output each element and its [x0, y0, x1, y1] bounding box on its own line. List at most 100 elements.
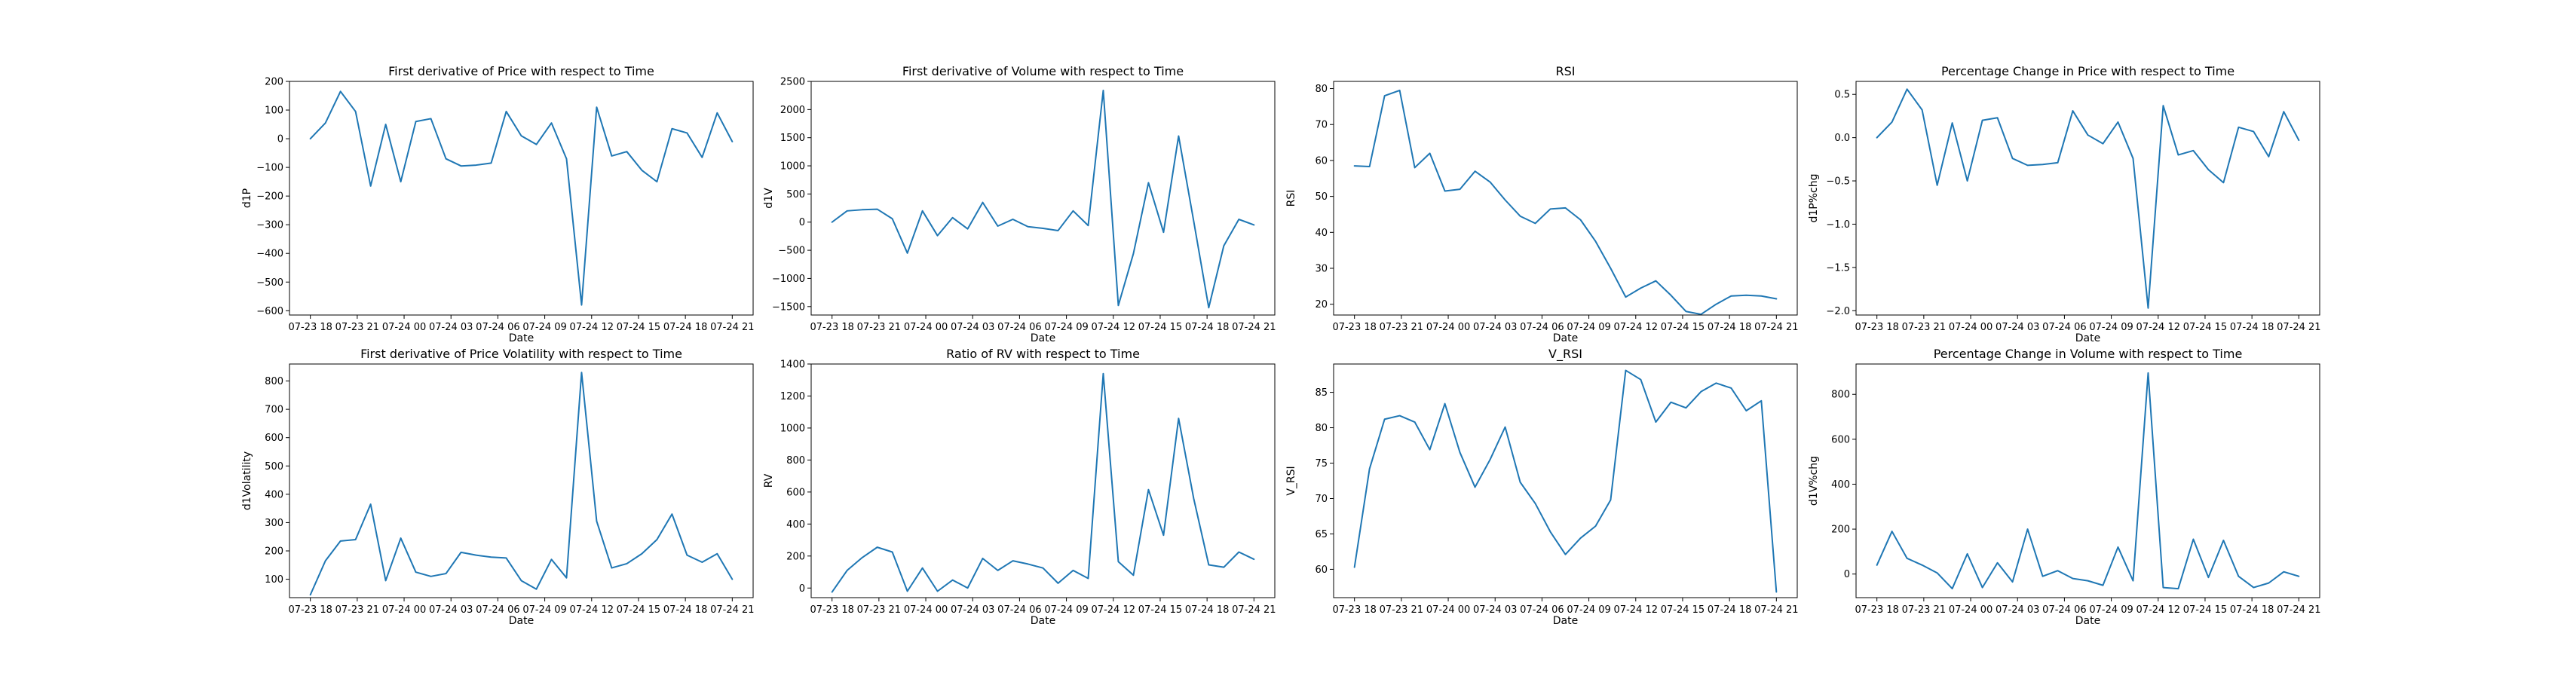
x-tick-label: 07-23 18: [1855, 604, 1898, 616]
plot-area: [1856, 81, 2320, 315]
data-point: [1760, 399, 1763, 402]
data-point: [475, 554, 478, 557]
data-point: [1042, 227, 1045, 230]
x-tick-label: 07-24 09: [522, 604, 566, 616]
x-tick-label: 07-24 18: [1708, 604, 1751, 616]
data-point: [640, 552, 643, 555]
data-point: [1951, 121, 1954, 124]
y-axis-label: RSI: [1285, 190, 1297, 207]
data-point: [565, 158, 568, 161]
data-point: [1162, 231, 1165, 234]
x-tick-label: 07-24 06: [1520, 322, 1564, 333]
data-point: [1027, 225, 1030, 228]
y-tick-label: 0: [799, 583, 805, 595]
data-point: [1534, 222, 1537, 225]
data-point: [1459, 188, 1462, 191]
data-point: [2267, 155, 2270, 158]
data-point: [1775, 590, 1778, 593]
data-point: [2057, 161, 2060, 164]
x-axis-label: Date: [2075, 332, 2100, 344]
x-tick-label: 07-24 21: [1232, 322, 1276, 333]
y-tick-label: 800: [786, 455, 805, 467]
data-point: [831, 221, 834, 224]
x-tick-label: 07-24 00: [382, 604, 426, 616]
data-point: [861, 556, 864, 559]
data-point: [2176, 587, 2179, 590]
x-tick-label: 07-23 21: [335, 604, 379, 616]
data-point: [655, 538, 658, 541]
data-point: [2176, 154, 2179, 157]
data-point: [1951, 587, 1954, 590]
x-tick-label: 07-24 00: [382, 322, 426, 333]
data-point: [1101, 89, 1104, 92]
data-point: [2237, 126, 2240, 129]
y-tick-label: 400: [265, 489, 283, 500]
data-point: [1564, 206, 1567, 210]
x-tick-label: 07-24 09: [1044, 322, 1088, 333]
y-tick-label: 700: [265, 405, 283, 416]
data-point: [1669, 294, 1672, 297]
data-point: [1549, 531, 1552, 534]
data-point: [1012, 218, 1015, 221]
y-tick-label: 0: [799, 217, 805, 228]
axes-frame: [289, 81, 754, 316]
chart-title: Percentage Change in Volume with respect…: [1934, 347, 2243, 361]
x-tick-label: 07-24 03: [951, 604, 994, 616]
x-tick-label: 07-24 18: [2230, 322, 2274, 333]
data-point: [966, 586, 969, 589]
data-point: [610, 154, 613, 158]
data-point: [1474, 170, 1477, 173]
data-point: [1714, 303, 1717, 306]
data-point: [1609, 267, 1612, 270]
subplot-6: 0 200 400 600 800 1000 1200 1400 07-23 18 07-23 2…: [763, 347, 1276, 627]
data-point: [1729, 295, 1732, 298]
x-tick-label: 07-24 18: [663, 604, 707, 616]
x-tick-label: 07-23 18: [288, 322, 332, 333]
data-point: [731, 578, 734, 581]
y-tick-label: 400: [786, 519, 805, 531]
data-point: [1398, 89, 1401, 92]
y-tick-label: 200: [1831, 525, 1850, 536]
y-tick-label: 0: [1844, 569, 1850, 580]
data-point: [1669, 401, 1672, 404]
data-point: [520, 134, 523, 137]
data-point: [1027, 562, 1030, 565]
data-point: [1996, 561, 1999, 564]
data-point: [2026, 528, 2029, 531]
data-point: [1744, 409, 1747, 412]
data-point: [1162, 534, 1165, 537]
data-point: [936, 234, 939, 237]
data-point: [1760, 295, 1763, 298]
y-tick-label: 1400: [780, 359, 805, 371]
x-tick-label: 07-24 12: [1614, 322, 1658, 333]
data-point: [1368, 467, 1371, 470]
data-point: [445, 572, 448, 575]
y-tick-label: 70: [1315, 494, 1328, 505]
data-point: [1549, 207, 1552, 210]
data-point: [2042, 575, 2045, 578]
data-point: [1398, 415, 1401, 418]
x-tick-label: 07-24 06: [476, 604, 519, 616]
data-point: [1579, 219, 1582, 222]
y-tick-label: 400: [1831, 479, 1850, 491]
x-tick-label: 07-24 21: [710, 604, 754, 616]
data-point: [2207, 576, 2210, 579]
subplot-8: 0 200 400 600 800 07-23 18 07-23 21 07-24 00 07-…: [1808, 347, 2321, 627]
data-point: [2252, 586, 2255, 589]
data-point: [1639, 378, 1642, 381]
data-point: [1222, 244, 1225, 247]
data-point: [460, 551, 463, 554]
y-tick-label: 1000: [780, 423, 805, 434]
y-axis-label: V_RSI: [1285, 466, 1297, 495]
data-point: [2042, 163, 2045, 166]
y-tick-label: 1500: [780, 133, 805, 144]
y-axis-label: d1P%chg: [1808, 174, 1820, 223]
data-point: [921, 567, 924, 570]
data-point: [354, 110, 357, 113]
data-point: [324, 559, 327, 562]
y-tick-label: 60: [1315, 155, 1328, 167]
chart-title: Ratio of RV with respect to Time: [946, 347, 1140, 361]
data-point: [2087, 580, 2090, 583]
series-line: [1353, 369, 1778, 593]
